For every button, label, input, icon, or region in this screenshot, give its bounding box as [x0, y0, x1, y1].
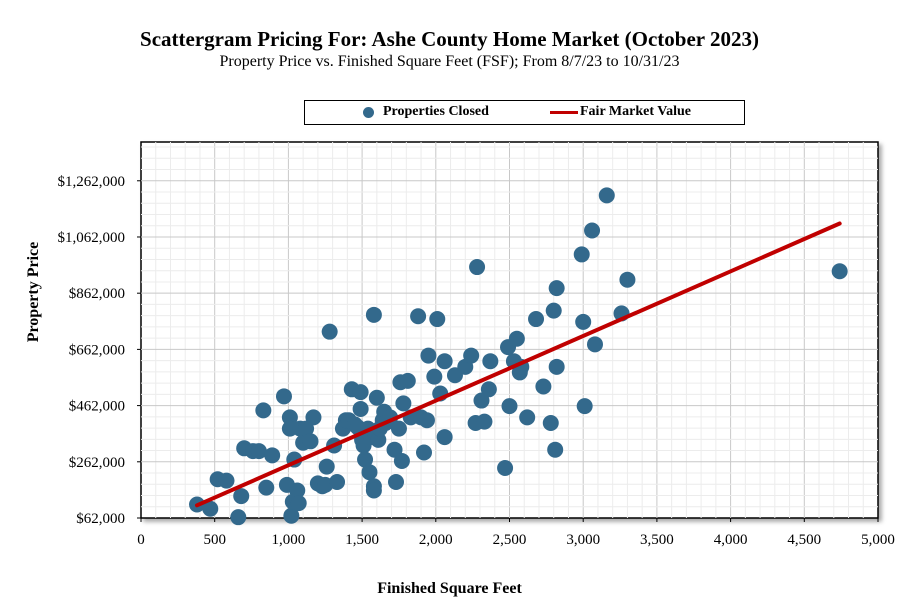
fair-market-value-line [195, 221, 842, 508]
data-point [290, 495, 307, 512]
x-tick-label: 4,000 [714, 532, 748, 548]
data-point [357, 451, 374, 468]
data-point [575, 313, 592, 330]
data-point [426, 368, 443, 385]
data-point [218, 472, 235, 489]
x-tick-label: 5,000 [861, 532, 895, 548]
data-point [410, 308, 427, 325]
data-point [429, 311, 446, 328]
legend-label-fair-market-value: Fair Market Value [580, 104, 691, 119]
legend-label-properties-closed: Properties Closed [383, 104, 489, 119]
data-point [352, 384, 369, 401]
data-point [318, 458, 335, 475]
data-point [420, 347, 437, 364]
data-point [548, 280, 565, 297]
data-point [497, 459, 514, 476]
data-point [463, 347, 480, 364]
data-point [393, 452, 410, 469]
x-tick-label: 1,500 [345, 532, 379, 548]
x-tick-label: 1,000 [272, 532, 306, 548]
data-point [469, 259, 486, 276]
data-point [275, 388, 292, 405]
data-point [519, 409, 536, 426]
data-point [289, 482, 306, 499]
y-tick-label: $662,000 [69, 342, 125, 358]
data-point [576, 398, 593, 415]
data-point [302, 433, 319, 450]
data-point [250, 443, 267, 460]
data-point [368, 389, 385, 406]
data-point [548, 358, 565, 375]
data-point [283, 507, 300, 524]
data-point [542, 415, 559, 432]
data-point [233, 488, 250, 505]
chart-subtitle: Property Price vs. Finished Square Feet … [219, 53, 680, 70]
data-point [255, 402, 272, 419]
data-point [482, 353, 499, 370]
data-point [399, 372, 416, 389]
x-tick-label: 3,500 [640, 532, 674, 548]
data-point [264, 447, 281, 464]
data-point [321, 323, 338, 340]
axis-tick-labels: 0 500 1,000 1,500 2,000 2,500 3,000 3,500 4,000 4… [58, 174, 895, 548]
data-point [598, 187, 615, 204]
x-tick-label: 2,000 [419, 532, 453, 548]
data-point [535, 378, 552, 395]
data-point [584, 222, 601, 239]
x-axis-label: Finished Square Feet [377, 580, 522, 597]
x-tick-label: 3,000 [566, 532, 600, 548]
data-point [361, 464, 378, 481]
y-tick-label: $862,000 [69, 286, 125, 302]
data-point [547, 441, 564, 458]
chart-legend: Properties Closed Fair Market Value [304, 100, 745, 125]
data-point [619, 271, 636, 288]
chart-title: Scattergram Pricing For: Ashe County Hom… [140, 27, 759, 51]
y-tick-label: $62,000 [76, 511, 125, 527]
data-point [508, 330, 525, 347]
data-point [436, 353, 453, 370]
data-point [258, 479, 275, 496]
y-tick-label: $462,000 [69, 399, 125, 415]
trend-line [195, 221, 842, 508]
legend-marker-fair-market-value [550, 111, 578, 114]
data-point [390, 420, 407, 437]
data-point [395, 395, 412, 412]
data-point [586, 336, 603, 353]
y-tick-label: $1,262,000 [58, 174, 126, 190]
y-tick-label: $262,000 [69, 455, 125, 471]
data-point [831, 263, 848, 280]
x-tick-label: 0 [137, 532, 145, 548]
x-tick-label: 2,500 [493, 532, 527, 548]
data-point [476, 413, 493, 430]
data-point [388, 474, 405, 491]
data-point [365, 306, 382, 323]
data-point [573, 246, 590, 263]
x-tick-label: 4,500 [787, 532, 821, 548]
data-point [281, 409, 298, 426]
data-point [230, 509, 247, 526]
data-point [329, 474, 346, 491]
data-point [352, 400, 369, 417]
legend-marker-properties-closed [363, 107, 374, 118]
data-point [501, 398, 518, 415]
data-point [365, 482, 382, 499]
data-point [305, 409, 322, 426]
data-point [436, 429, 453, 446]
data-point [545, 302, 562, 319]
data-point [202, 500, 219, 517]
data-point [418, 412, 435, 429]
data-point [416, 444, 433, 461]
x-tick-label: 500 [203, 532, 226, 548]
data-point [480, 381, 497, 398]
data-point [528, 311, 545, 328]
y-tick-label: $1,062,000 [58, 230, 126, 246]
